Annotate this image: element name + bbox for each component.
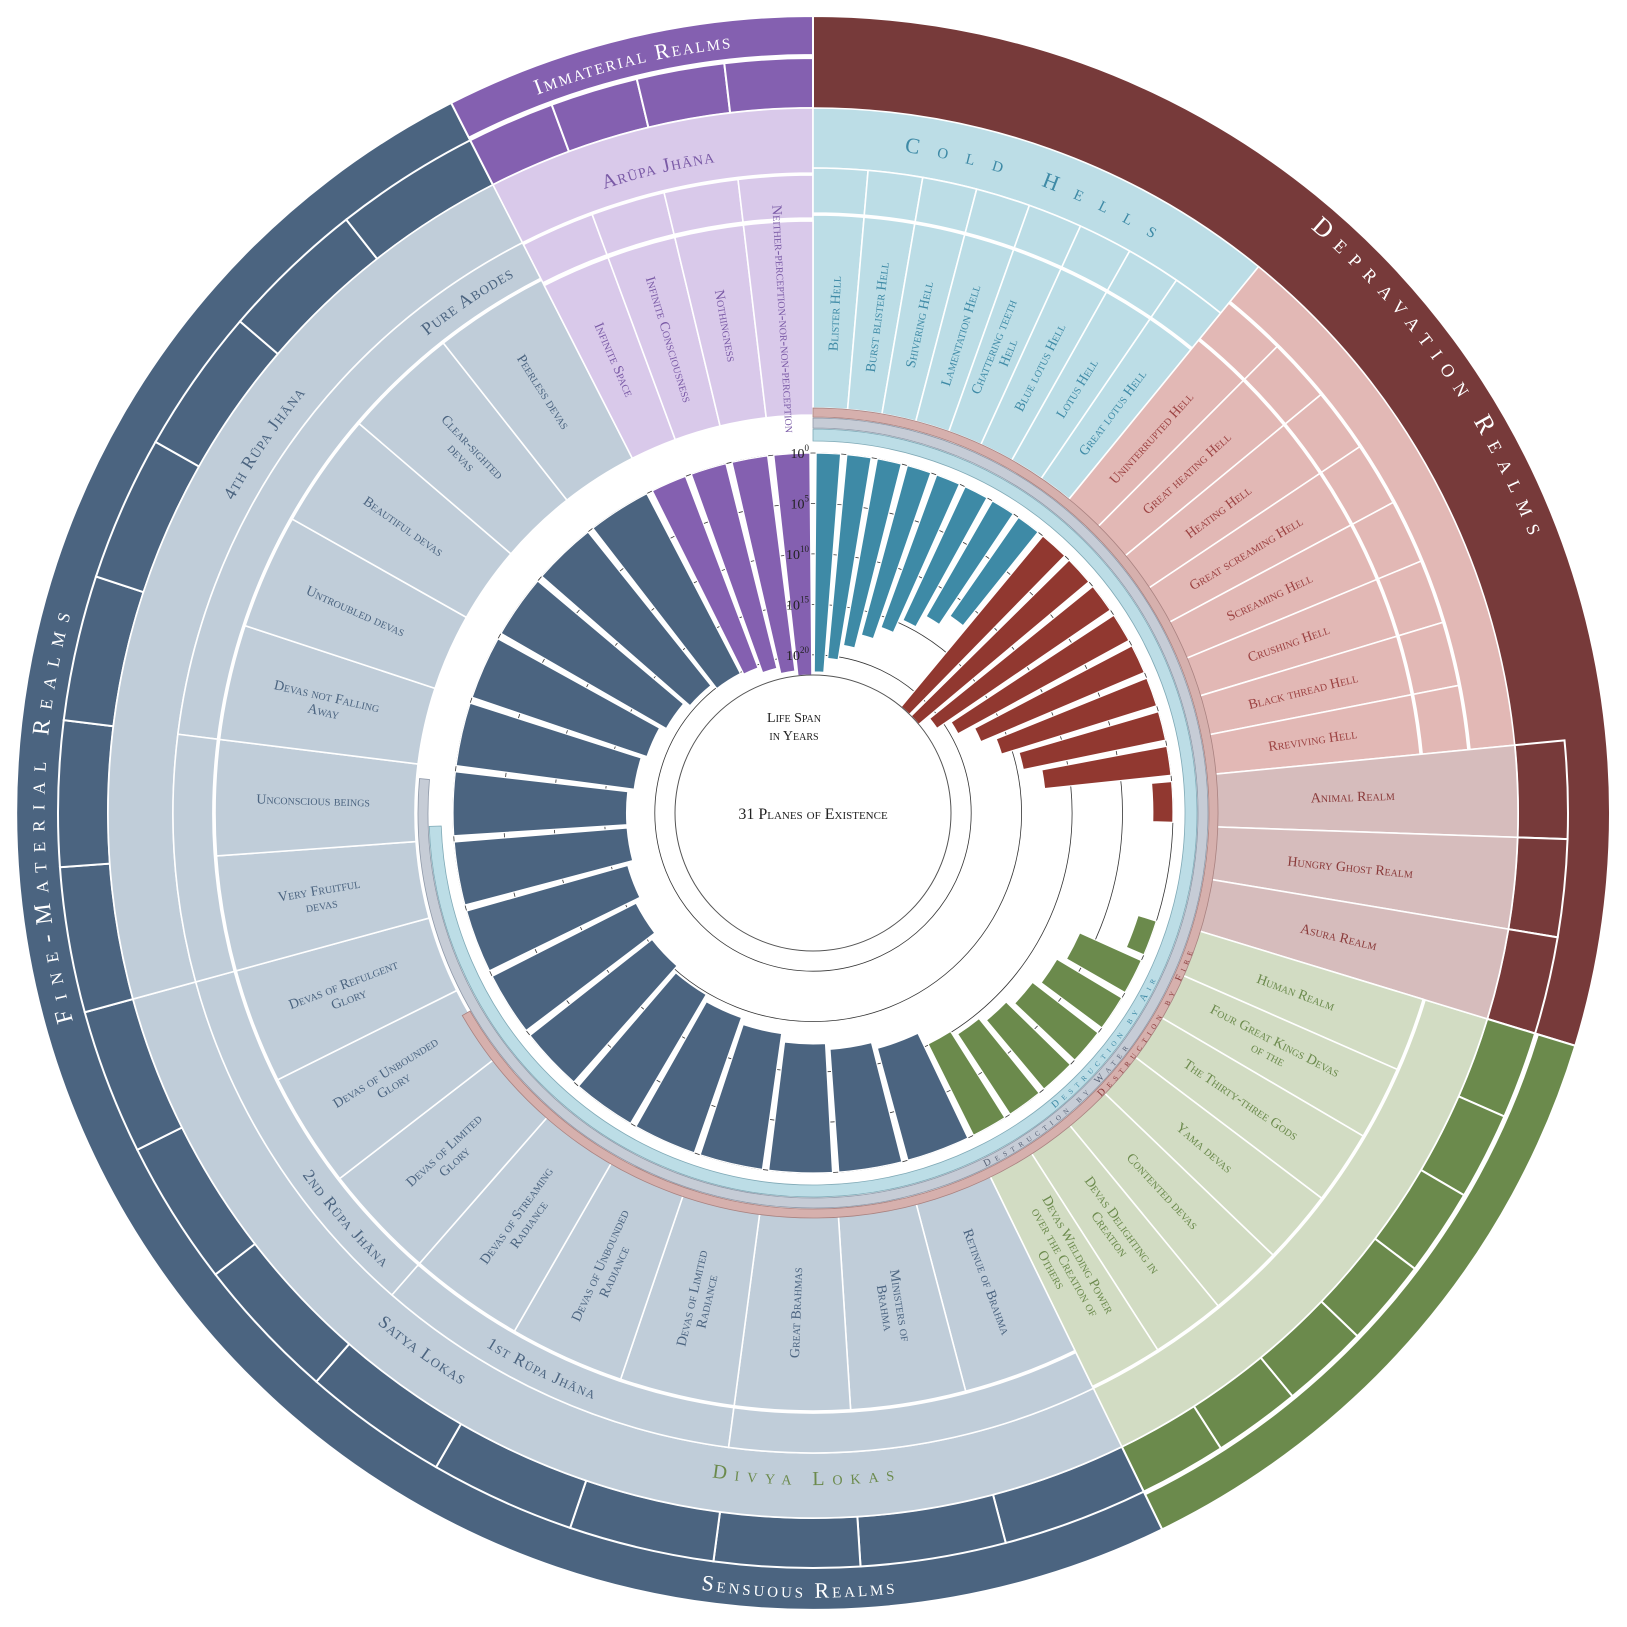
axis-label: 105 [791,494,810,513]
plane-number-cell [1513,739,1569,841]
destruction-by-air-ring [428,428,1198,1198]
life-span-bar [699,1023,783,1171]
axis-label-base: 10 [786,548,800,563]
axis-label-base: 10 [791,498,805,513]
plane-number-cell [712,1510,862,1569]
life-span-bar [491,902,656,1032]
life-span-bar [592,492,742,690]
hot-sub-cell [1412,684,1469,756]
life-span-gridline [654,654,972,972]
life-span-bar [950,614,1130,735]
center-title: 31 Planes of Existence [738,806,888,823]
plane-label-line: Brahma [873,1284,895,1333]
plane-label-line: devas [305,896,339,916]
life-span-bar [860,464,932,640]
life-span-bar [928,585,1112,730]
life-span-bar [1041,745,1172,790]
sector-layer [15,14,1611,1611]
life-span-bar [1013,981,1099,1062]
life-span-bar [529,938,678,1083]
axis-label-exp: 15 [800,594,810,604]
cold-sub-cell [863,169,924,223]
plane-label-line: Unconscious beings [256,793,370,811]
plane-label: Great Brahmas [788,1267,806,1358]
destruction-by-water-ring [417,417,1209,1209]
rupa-2-band [390,1263,735,1449]
life-span-bar [949,516,1039,627]
cold-sub-cell [812,167,869,217]
center-hub: 31 Planes of Existence Life Span in Year… [674,674,952,952]
life-span-bar [452,771,629,837]
plane-label-line: Away [306,701,340,723]
plane-label-line: Blister Hell [827,276,845,352]
life-span-bar [842,458,903,649]
plane-label: Animal Realm [1311,789,1396,807]
life-span-bar [767,1041,834,1174]
axis-label: 1020 [786,645,810,664]
life-span-bar [455,702,642,790]
life-span-bar [1040,958,1123,1029]
axis-label-exp: 5 [805,494,810,504]
life-span-bar [651,475,759,675]
axis-label-exp: 20 [800,645,810,655]
axis-label: 1010 [786,544,810,563]
life-span-bar [1150,780,1174,823]
life-span-bar [956,1017,1041,1116]
life-span-bar [577,972,708,1125]
axis-label: 1015 [786,594,810,613]
life-span-bar [876,1032,969,1161]
life-span-bar [471,637,661,758]
life-span-bar [1065,932,1143,994]
life-span-bar [635,1000,743,1154]
life-span-bar [880,474,961,634]
life-span-bar [500,580,685,730]
axis-label-exp: 0 [805,443,810,453]
plane-number-cell [723,56,814,115]
life-span-bar [985,1001,1072,1090]
life-span-bar [927,1030,1006,1137]
axis-label-exp: 10 [800,544,810,554]
life-span-bar [453,827,634,906]
life-span-bar [813,452,842,674]
pure-abodes-band [176,241,542,741]
axis-label: 100 [791,443,810,462]
axis-label-base: 10 [791,447,805,462]
axis-label-base: 10 [786,649,800,664]
life-span-bar [731,455,796,675]
axis-title-line2: in Years [769,729,818,744]
axis-title-line1: Life Span [767,711,821,726]
life-span-bar [540,531,712,707]
life-span-bar [973,645,1146,743]
bratphala-band [172,733,236,983]
life-span-bar [826,453,872,661]
plane-label: Unconscious beings [256,793,370,811]
realm-band-immaterial [449,14,814,139]
destruction-by-fire-ring [461,407,1219,1219]
plane-label-line: Animal Realm [1311,789,1396,807]
plane-label-line: Great Brahmas [788,1267,806,1358]
life-span-bar [1018,710,1167,771]
life-span-bar [829,1041,903,1173]
life-span-bar [995,677,1158,755]
life-span-bar [465,864,641,972]
life-span-bar [925,500,1015,626]
axis-label-base: 10 [786,598,800,613]
plane-number-cell [57,718,115,869]
rupa-1-band [727,1351,1095,1454]
life-span-bar [1125,914,1158,956]
life-span-bar [902,485,988,628]
life-span-bar [690,462,778,674]
plane-label: Blister Hell [827,276,845,352]
